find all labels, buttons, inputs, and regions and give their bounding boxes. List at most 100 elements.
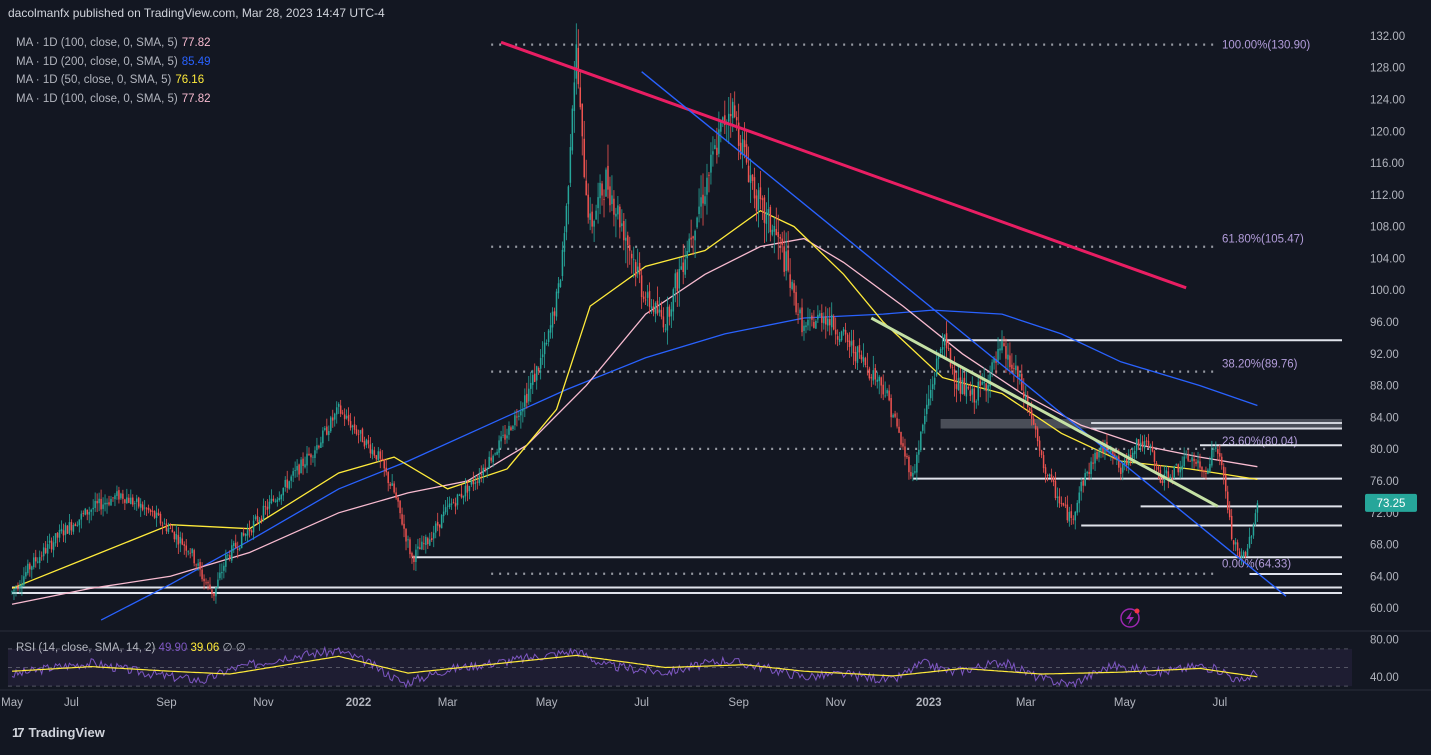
candle-body <box>80 513 83 520</box>
candle-body <box>371 449 374 455</box>
candle-body <box>625 237 627 241</box>
candle-body <box>686 250 688 259</box>
candle-body <box>1120 467 1122 475</box>
candle-body <box>807 319 809 326</box>
candle-body <box>1248 536 1251 548</box>
candle-body <box>963 377 966 395</box>
candle-body <box>159 513 162 524</box>
candle-body <box>282 487 285 496</box>
candle-body <box>256 515 259 522</box>
price-tick-label: 116.00 <box>1370 158 1404 170</box>
candle-body <box>728 113 730 122</box>
candle-body <box>575 44 578 79</box>
rsi-legend[interactable]: RSI (14, close, SMA, 14, 2) 49.90 39.06 … <box>16 640 246 654</box>
candle-body <box>470 480 473 485</box>
candle-body <box>407 539 409 541</box>
candle-body <box>838 339 841 342</box>
candle-body <box>729 113 732 117</box>
ma-legend-row-4[interactable]: MA · 1D (100, close, 0, SMA, 5) 77.82 <box>16 90 210 109</box>
candle-body <box>468 485 471 492</box>
candle-body <box>167 528 170 532</box>
candle-body <box>876 379 879 382</box>
candle-body <box>1189 460 1191 462</box>
candle-body <box>1046 475 1049 476</box>
candle-body <box>694 230 696 241</box>
candle-body <box>579 87 582 108</box>
candle-body <box>634 262 637 277</box>
candle-body <box>413 557 415 563</box>
ma-label: MA · 1D (100, close, 0, SMA, 5) <box>16 37 178 49</box>
candle-body <box>1246 548 1249 556</box>
candle-body <box>272 498 275 501</box>
candle-body <box>462 495 465 498</box>
candle-body <box>696 217 698 228</box>
candle-body <box>444 507 447 513</box>
candle-body <box>438 524 441 528</box>
candle-body <box>440 515 443 529</box>
candle-body <box>46 544 49 554</box>
ma-legend-row-2[interactable]: MA · 1D (200, close, 0, SMA, 5) 85.49 <box>16 53 210 72</box>
candle-body <box>524 395 526 407</box>
candle-body <box>1133 450 1136 455</box>
candle-body <box>145 508 148 510</box>
ma-legend-row-1[interactable]: MA · 1D (100, close, 0, SMA, 5) 77.82 <box>16 34 210 53</box>
candle-body <box>815 320 817 329</box>
candle-body <box>904 446 906 457</box>
candle-body <box>1211 449 1213 466</box>
candle-body <box>246 530 249 536</box>
candle-body <box>735 117 738 121</box>
candle-body <box>308 453 310 456</box>
candle-body <box>973 388 976 403</box>
candle-body <box>78 519 81 526</box>
candle-body <box>642 296 645 299</box>
candle-body <box>339 405 342 414</box>
candle-body <box>349 421 352 428</box>
candle-body <box>375 455 378 460</box>
candle-body <box>328 431 330 436</box>
candle-body <box>781 238 783 245</box>
ma-legend-row-3[interactable]: MA · 1D (50, close, 0, SMA, 5) 76.16 <box>16 71 210 90</box>
candle-body <box>1050 474 1053 478</box>
candle-body <box>25 572 27 577</box>
candle-body <box>494 453 496 455</box>
candle-body <box>799 309 801 314</box>
fib-level-label: 61.80%(105.47) <box>1222 234 1304 246</box>
candle-body <box>359 430 362 434</box>
candle-body <box>98 498 100 504</box>
candle-body <box>567 186 570 205</box>
candle-body <box>710 154 712 173</box>
candle-body <box>743 140 746 148</box>
candle-body <box>514 415 516 426</box>
candle-body <box>268 501 271 509</box>
rsi-label: RSI (14, close, SMA, 14, 2) <box>16 642 156 654</box>
candle-body <box>15 587 17 590</box>
candle-body <box>844 330 847 335</box>
candle-body <box>484 467 486 470</box>
candle-body <box>209 584 211 590</box>
candle-body <box>983 381 985 384</box>
candle-body <box>611 195 613 205</box>
candle-body <box>401 514 403 525</box>
candle-body <box>1147 440 1150 446</box>
candle-body <box>1025 396 1027 400</box>
candle-body <box>434 523 437 533</box>
candle-body <box>987 385 989 392</box>
tradingview-footer[interactable]: 17 TradingView <box>12 725 105 740</box>
candle-body <box>205 582 207 584</box>
rsi-ma-value: 39.06 <box>190 642 220 654</box>
candle-body <box>17 587 19 590</box>
candle-body <box>662 316 665 328</box>
candle-body <box>801 307 803 333</box>
candle-body <box>1181 465 1183 471</box>
candle-body <box>397 497 399 502</box>
time-tick-label: Jul <box>64 697 79 709</box>
candle-body <box>1086 471 1088 474</box>
candle-body <box>357 434 360 435</box>
candle-body <box>492 455 494 463</box>
candle-body <box>757 190 760 210</box>
ma-label: MA · 1D (100, close, 0, SMA, 5) <box>16 92 178 105</box>
price-tick-label: 80.00 <box>1370 444 1399 456</box>
candle-body <box>902 443 904 447</box>
